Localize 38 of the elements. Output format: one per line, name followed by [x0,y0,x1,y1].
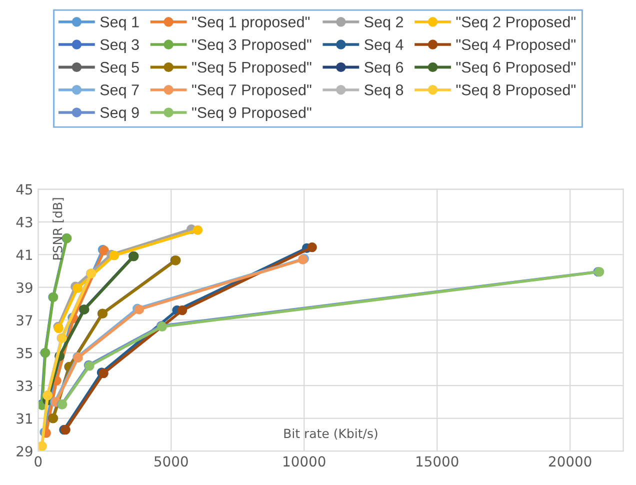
point [177,305,188,316]
legend-label: "Seq 7 Proposed" [192,84,312,98]
point [192,225,203,235]
x-tick-label: 15000 [416,456,458,467]
x-axis-title: Bit rate (Kbit/s) [284,428,378,440]
legend-label: Seq 4 [364,39,404,54]
y-tick-label: 35 [16,348,32,358]
x-tick-label: 10000 [284,456,326,467]
y-tick-label: 39 [16,282,32,293]
legend-label: "Seq 2 Proposed" [456,16,576,30]
legend-label: Seq 7 [100,84,139,98]
legend-label: "Seq 9 Proposed" [192,106,312,121]
y-tick-label: 33 [16,380,32,392]
legend-label: Seq 3 [100,39,139,54]
legend-label: Seq 8 [364,84,404,98]
legend-label: Seq 6 [364,62,404,76]
legend-label: "Seq 5 Proposed" [192,61,312,76]
y-tick-label: 41 [16,250,32,260]
y-tick-label: 45 [16,184,32,195]
legend-label: Seq 1 [100,16,139,30]
legend-label: Seq 2 [364,16,403,30]
x-tick-label: 0 [34,456,42,467]
legend-label: "Seq 8 Proposed" [456,84,576,98]
point [109,250,120,260]
legend-label: "Seq 6 Proposed" [456,61,576,76]
legend-label: "Seq 3 Proposed" [192,38,312,54]
x-tick-label: 20000 [549,456,592,467]
y-tick-label: 29 [16,446,32,457]
y-tick-label: 31 [16,413,32,424]
legend-label: "Seq 4 Proposed" [456,38,576,54]
legend-label: Seq 5 [100,62,139,76]
x-tick-label: 5000 [154,456,188,467]
point [307,242,317,252]
legend-label: Seq 9 [100,107,139,121]
y-tick-label: 43 [16,216,32,228]
y-tick-label: 37 [16,315,32,326]
y-axis-title: PSNR [dB] [52,198,64,260]
legend-label: "Seq 1 proposed" [192,16,310,30]
